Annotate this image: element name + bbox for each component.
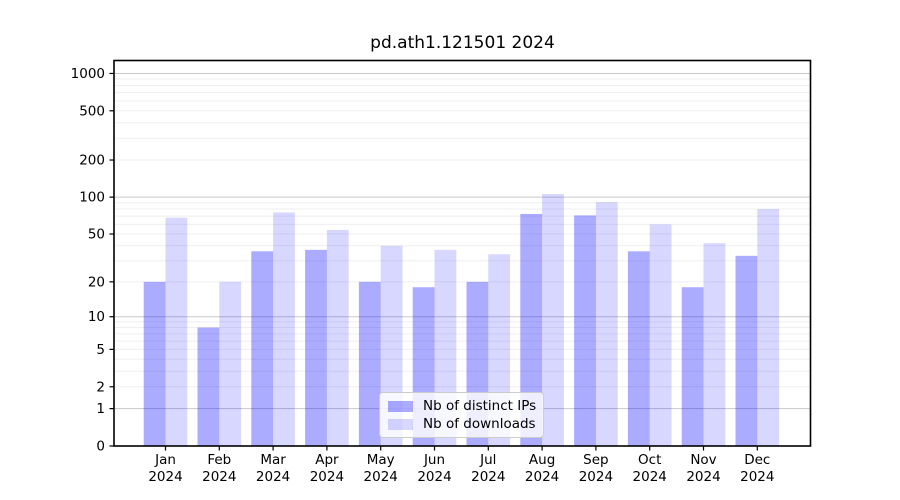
bar-distinct-ips-dec — [735, 255, 758, 446]
y-tick-label: 20 — [88, 274, 105, 290]
bar-downloads-nov — [703, 243, 726, 446]
x-tick-label-month: Apr — [315, 452, 339, 468]
x-tick-label-month: Sep — [583, 452, 608, 468]
y-tick-label: 500 — [79, 103, 105, 119]
y-tick-label: 50 — [88, 226, 105, 242]
y-tick-label: 2 — [96, 379, 105, 395]
bar-distinct-ips-apr — [305, 249, 327, 446]
x-tick-label-year: 2024 — [525, 469, 559, 485]
x-tick-label-year: 2024 — [471, 469, 505, 485]
x-tick-label-year: 2024 — [202, 469, 236, 485]
legend-swatch-downloads — [388, 418, 413, 430]
x-tick-label-month: Mar — [260, 452, 286, 468]
x-tick-label-year: 2024 — [740, 469, 774, 485]
y-tick-label: 1000 — [71, 66, 105, 82]
x-tick-label-month: Dec — [744, 452, 770, 468]
bar-downloads-oct — [649, 224, 672, 446]
legend-label-downloads: Nb of downloads — [423, 416, 536, 432]
y-tick-label: 5 — [96, 342, 105, 358]
bar-downloads-dec — [757, 209, 780, 446]
bar-downloads-apr — [326, 229, 349, 446]
bar-distinct-ips-aug — [520, 213, 543, 446]
bar-distinct-ips-mar — [251, 251, 274, 446]
y-tick-label: 0 — [96, 439, 105, 455]
x-tick-label-year: 2024 — [364, 469, 398, 485]
axes-frame — [113, 59, 812, 447]
bar-distinct-ips-oct — [627, 251, 650, 446]
bar-downloads-mar — [273, 212, 295, 446]
y-tick-label: 100 — [79, 190, 105, 206]
x-tick-label-month: Aug — [529, 452, 555, 468]
x-tick-label-year: 2024 — [310, 469, 344, 485]
x-tick-label-year: 2024 — [256, 469, 290, 485]
legend: Nb of distinct IPs Nb of downloads — [379, 392, 544, 438]
chart-title: pd.ath1.121501 2024 — [370, 33, 555, 53]
x-tick-label-month: Jul — [479, 452, 496, 468]
legend-label-distinct-ips: Nb of distinct IPs — [423, 398, 537, 414]
x-tick-label-month: May — [367, 452, 395, 468]
x-tick-label-year: 2024 — [633, 469, 667, 485]
y-tick-label: 10 — [88, 309, 105, 325]
bar-distinct-ips-may — [358, 281, 381, 446]
x-tick-label-year: 2024 — [579, 469, 613, 485]
bar-distinct-ips-sep — [574, 215, 596, 446]
bar-distinct-ips-nov — [681, 287, 704, 446]
y-tick-label: 1 — [96, 401, 105, 417]
x-tick-label-year: 2024 — [417, 469, 451, 485]
bar-distinct-ips-jan — [143, 281, 166, 446]
x-tick-label-month: Jun — [423, 452, 445, 468]
bar-downloads-jan — [165, 217, 188, 446]
x-tick-label-year: 2024 — [148, 469, 182, 485]
x-tick-label-month: Jan — [154, 452, 176, 468]
bar-distinct-ips-feb — [197, 327, 220, 446]
x-tick-label-year: 2024 — [686, 469, 720, 485]
legend-item-distinct-ips: Nb of distinct IPs — [388, 398, 539, 414]
x-tick-label-month: Oct — [638, 452, 661, 468]
legend-item-downloads: Nb of downloads — [388, 416, 539, 432]
y-tick-label: 200 — [79, 153, 105, 169]
bar-downloads-sep — [595, 202, 618, 446]
bar-downloads-aug — [542, 194, 564, 446]
bar-downloads-feb — [219, 281, 242, 446]
x-tick-label-month: Nov — [690, 452, 716, 468]
legend-swatch-distinct-ips — [388, 400, 413, 412]
x-tick-label-month: Feb — [207, 452, 231, 468]
